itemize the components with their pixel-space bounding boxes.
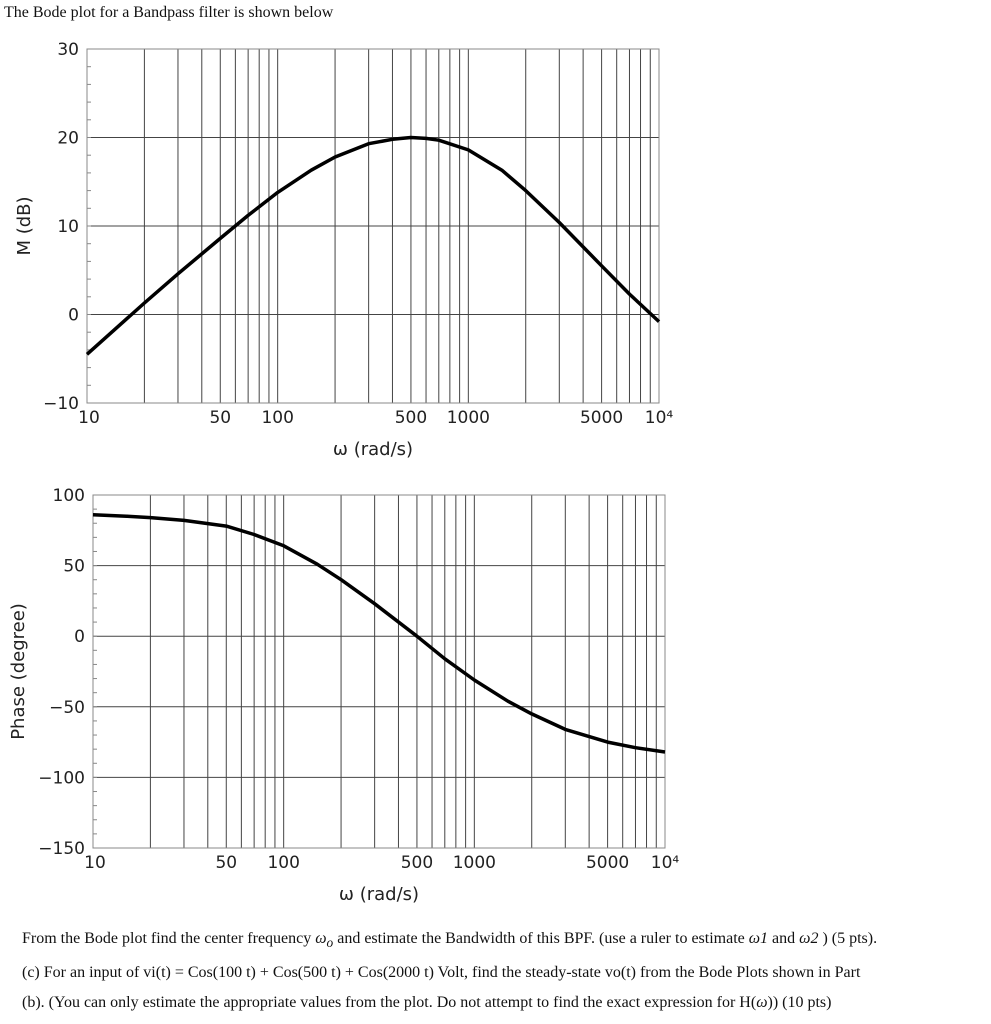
- question-line-3: (b). (You can only estimate the appropri…: [22, 994, 832, 1012]
- x-tick-label: 10⁴: [651, 853, 680, 873]
- question-line-2: (c) For an input of vi(t) = Cos(100 t) +…: [22, 964, 861, 982]
- y-tick-label: −50: [49, 698, 85, 718]
- x-tick-label: 10: [84, 853, 106, 873]
- x-tick-label: 10⁴: [645, 408, 674, 428]
- y-tick-label: 30: [57, 40, 79, 60]
- question-line-1: From the Bode plot find the center frequ…: [22, 930, 878, 951]
- y-axis-label: Phase (degree): [8, 603, 29, 740]
- plot-frame: [92, 494, 666, 849]
- omega2-symbol: ω2: [799, 930, 819, 947]
- x-tick-label: 10: [78, 408, 100, 428]
- omega-symbol-2: ω: [756, 994, 768, 1012]
- x-tick-label: 500: [401, 853, 433, 873]
- y-tick-label: 20: [57, 129, 79, 149]
- omega1-symbol: ω1: [748, 930, 769, 947]
- y-tick-label: 10: [57, 217, 79, 237]
- omega-symbol: ωo: [315, 930, 334, 951]
- question-text: From the Bode plot find the center frequ…: [22, 924, 987, 1018]
- intro-text: The Bode plot for a Bandpass filter is s…: [4, 4, 334, 21]
- x-tick-label: 50: [209, 408, 231, 428]
- x-tick-label: 1000: [453, 853, 496, 873]
- x-tick-label: 100: [267, 853, 299, 873]
- y-tick-label: −10: [43, 394, 79, 414]
- response-curve: [92, 513, 666, 754]
- x-axis-label: ω (rad/s): [333, 439, 413, 460]
- x-tick-label: 500: [395, 408, 427, 428]
- y-tick-label: 0: [68, 306, 79, 326]
- x-axis-label: ω (rad/s): [339, 884, 419, 905]
- y-tick-label: −100: [38, 768, 85, 788]
- x-tick-label: 100: [261, 408, 293, 428]
- x-tick-label: 1000: [447, 408, 490, 428]
- y-tick-label: −150: [38, 839, 85, 859]
- x-tick-label: 5000: [580, 408, 623, 428]
- y-tick-label: 0: [74, 627, 85, 647]
- y-axis-label: M (dB): [14, 196, 35, 255]
- x-tick-label: 5000: [586, 853, 629, 873]
- y-tick-label: 100: [53, 486, 85, 506]
- x-tick-label: 50: [215, 853, 237, 873]
- y-tick-label: 50: [63, 557, 85, 577]
- response-curve: [85, 135, 661, 356]
